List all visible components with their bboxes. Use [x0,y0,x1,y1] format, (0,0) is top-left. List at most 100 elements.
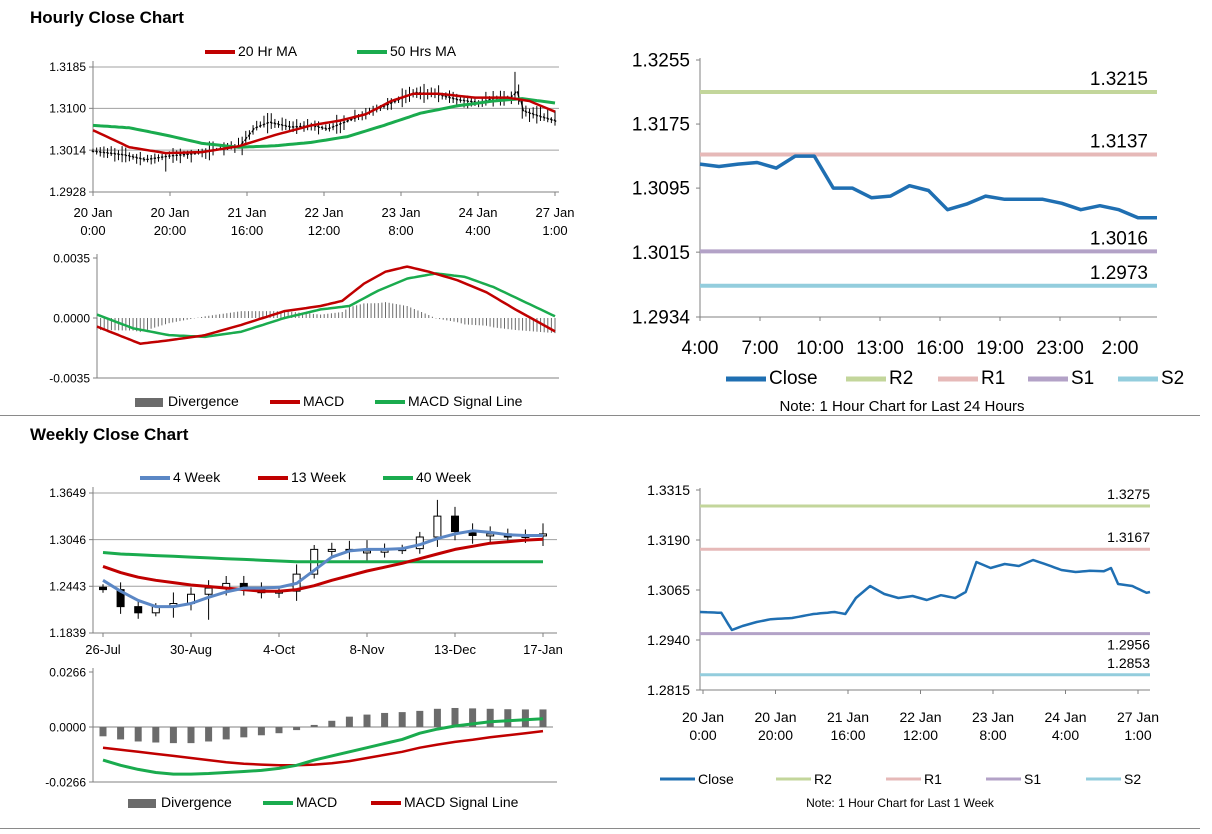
weekly_levels-x-tick-label: 12:00 [903,727,938,743]
weekly-divergence-bar [240,727,248,738]
hourly-macd-signal-line [96,272,556,339]
hourly_levels-legend-label: S1 [1071,368,1094,389]
hourly-macd-legend-swatch [135,398,163,407]
hourly-price-x-tick-label: 1:00 [542,223,567,238]
weekly_levels-x-tick-label: 0:00 [689,727,716,743]
hourly_levels-y-tick-label: 1.3095 [632,179,690,200]
weekly-divergence-bar [363,714,371,727]
hourly_levels-x-tick-label: 23:00 [1036,338,1084,359]
hourly-candle-body [535,113,539,117]
hourly_levels-y-tick-label: 1.3015 [632,243,690,264]
weekly-macd-legend-label: MACD [296,794,337,810]
hourly-price-x-tick-label: 21 Jan [227,205,266,220]
hourly-candle-body [266,121,270,125]
hourly_levels-x-tick-label: 2:00 [1102,338,1139,359]
weekly_levels-level-s2-label: 1.2853 [1107,655,1150,671]
hourly-candle-body [331,125,335,128]
weekly-price-y-tick-label: 1.3046 [49,533,86,547]
hourly_levels-level-r2-label: 1.3215 [1090,69,1148,90]
hourly-candle-body [328,127,331,130]
weekly-macd-y-tick-label: -0.0266 [45,776,86,790]
weekly-divergence-bar [486,708,494,727]
hourly-candle-body [455,98,459,101]
hourly-price-legend-label: 50 Hrs MA [390,43,457,59]
hourly-candle-body [320,126,324,129]
weekly-price-x-tick-label: 8-Nov [350,642,385,657]
hourly-candle-body [244,136,248,142]
weekly_levels-note: Note: 1 Hour Chart for Last 1 Week [806,796,995,810]
hourly-candle-body [531,112,535,116]
hourly-candle-body [109,152,113,155]
hourly-candle-body [117,153,120,156]
hourly-candle-body [284,124,288,128]
weekly_levels-x-tick-label: 20 Jan [754,709,796,725]
hourly-candle-body [386,103,390,106]
hourly-section-title: Hourly Close Chart [30,8,184,27]
hourly-candle-body [469,100,473,103]
hourly-candle-body [488,98,491,101]
hourly_levels-legend-label: Close [769,368,818,389]
weekly-price-legend-label: 4 Week [173,469,221,485]
hourly-candle-body [258,124,262,127]
weekly-candle-body [451,515,459,533]
weekly-divergence-bar [381,712,389,727]
hourly-candle-body [458,98,462,102]
weekly-candle-body [204,587,213,595]
weekly_levels-x-tick-label: 16:00 [830,727,865,743]
hourly-candle-body [273,122,277,125]
weekly-price-legend-label: 40 Week [416,469,472,485]
hourly-candle-body [389,101,393,105]
hourly-candle-body [346,119,350,123]
hourly-candle-body [135,156,139,159]
hourly-price-legend-label: 20 Hr MA [238,43,298,59]
hourly-price-y-tick-label: 1.3014 [49,143,86,157]
hourly-price-x-tick-label: 0:00 [80,223,105,238]
weekly-divergence-bar [310,724,318,727]
weekly_levels-close-line [699,558,1151,632]
hourly-price-x-tick-label: 23 Jan [381,205,420,220]
hourly_levels-x-tick-label: 4:00 [682,338,719,359]
hourly-candle-body [338,122,342,125]
weekly-candle-body [134,606,143,614]
hourly-candle-body [124,153,128,157]
hourly-candle-body [91,150,95,153]
weekly-divergence-bar [328,720,336,727]
weekly-section-title: Weekly Close Chart [30,425,189,444]
weekly_levels-x-tick-label: 1:00 [1124,727,1151,743]
hourly-candle-body [335,124,339,127]
weekly-macd-legend-label: Divergence [161,794,232,810]
weekly_levels-y-tick-label: 1.3065 [647,582,690,598]
hourly-price-x-tick-label: 20 Jan [73,205,112,220]
hourly-candle-body [142,158,146,161]
hourly-candle-body [106,151,109,154]
weekly-divergence-bar [504,709,512,727]
hourly_levels-x-tick-label: 13:00 [856,338,904,359]
hourly-macd-y-tick-label: 0.0000 [53,312,90,326]
weekly-divergence-bar [205,727,213,742]
hourly-candle-body [546,117,550,120]
hourly-candle-body [549,118,553,121]
hourly_levels-legend-label: R2 [889,368,913,389]
weekly-divergence-bar [222,727,230,740]
weekly-40-week-line [102,551,543,564]
weekly-macd-signal-line [102,729,544,767]
weekly_levels-level-s1-label: 1.2956 [1107,637,1150,653]
weekly-divergence-bar [275,727,283,734]
weekly_levels-y-tick-label: 1.2940 [647,632,690,648]
hourly-candle-body [131,155,135,159]
hourly-candle-body [280,123,284,127]
hourly-candle-body [451,97,455,100]
hourly-macd-legend-label: MACD [303,393,344,409]
hourly-candle-body [527,111,532,115]
hourly-candle-body [444,95,448,98]
hourly-candle-body [524,110,528,114]
weekly-divergence-bar [293,727,301,731]
weekly-divergence-bar [257,727,265,736]
weekly_levels-level-r1-label: 1.3167 [1107,529,1150,545]
hourly-candle-body [513,91,517,96]
weekly-price-y-tick-label: 1.3649 [49,486,86,500]
bottom-divider [0,828,1200,829]
hourly-candle-body [393,100,397,103]
weekly_levels-x-tick-label: 4:00 [1052,727,1079,743]
weekly-macd-line [102,717,544,776]
